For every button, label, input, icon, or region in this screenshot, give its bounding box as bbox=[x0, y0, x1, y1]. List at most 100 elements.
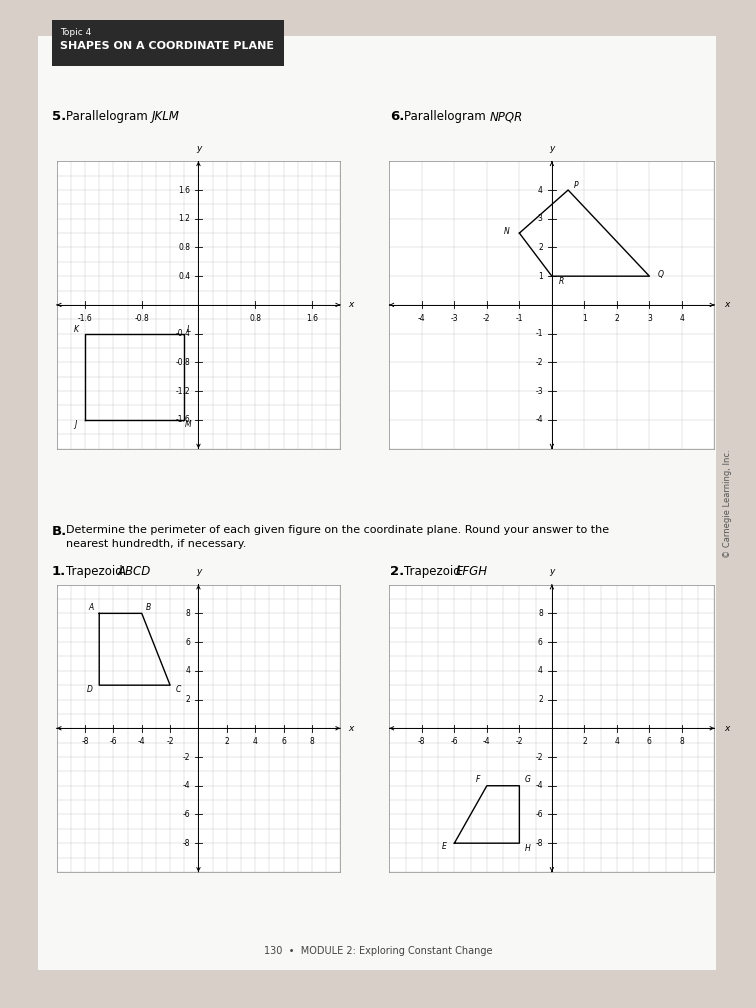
Text: 8: 8 bbox=[538, 609, 543, 618]
Text: 2: 2 bbox=[538, 696, 543, 704]
Text: 1.2: 1.2 bbox=[178, 215, 191, 223]
Text: -2: -2 bbox=[166, 738, 174, 747]
Text: -3: -3 bbox=[451, 314, 458, 324]
Text: -6: -6 bbox=[535, 810, 543, 818]
Text: 6: 6 bbox=[281, 738, 286, 747]
Text: -2: -2 bbox=[535, 753, 543, 761]
Text: -4: -4 bbox=[535, 415, 543, 424]
Text: B: B bbox=[146, 603, 151, 612]
Text: 5.: 5. bbox=[52, 110, 67, 123]
Text: -2: -2 bbox=[483, 314, 491, 324]
Text: y: y bbox=[196, 568, 201, 576]
Text: NPQR: NPQR bbox=[490, 110, 523, 123]
Text: -4: -4 bbox=[418, 314, 426, 324]
Text: G: G bbox=[525, 775, 531, 784]
Text: 4: 4 bbox=[253, 738, 258, 747]
Text: -8: -8 bbox=[183, 839, 191, 848]
Text: Parallelogram: Parallelogram bbox=[404, 110, 489, 123]
Text: 1.6: 1.6 bbox=[306, 314, 318, 324]
Text: 8: 8 bbox=[680, 738, 684, 747]
Text: 1.6: 1.6 bbox=[178, 185, 191, 195]
Text: 6: 6 bbox=[538, 638, 543, 646]
Text: -4: -4 bbox=[483, 738, 491, 747]
Text: -1.6: -1.6 bbox=[175, 415, 191, 424]
Text: 2: 2 bbox=[225, 738, 229, 747]
Text: -8: -8 bbox=[82, 738, 88, 747]
Text: D: D bbox=[86, 685, 92, 694]
Text: -8: -8 bbox=[418, 738, 426, 747]
Text: -3: -3 bbox=[535, 387, 543, 395]
Text: -2: -2 bbox=[183, 753, 191, 761]
Text: A: A bbox=[88, 603, 93, 612]
Text: H: H bbox=[525, 844, 531, 853]
Text: C: C bbox=[176, 685, 181, 694]
Text: B.: B. bbox=[52, 525, 67, 538]
Text: -6: -6 bbox=[183, 810, 191, 818]
Text: -4: -4 bbox=[138, 738, 146, 747]
Text: K: K bbox=[73, 325, 79, 334]
Text: x: x bbox=[349, 300, 354, 309]
Text: y: y bbox=[196, 144, 201, 152]
Text: -1.6: -1.6 bbox=[78, 314, 92, 324]
Text: N: N bbox=[503, 227, 510, 236]
Text: -1.2: -1.2 bbox=[176, 387, 191, 395]
Text: 2: 2 bbox=[615, 314, 619, 324]
Text: 4: 4 bbox=[186, 666, 191, 675]
Text: 4: 4 bbox=[538, 666, 543, 675]
Text: P: P bbox=[574, 181, 578, 191]
Text: 6: 6 bbox=[186, 638, 191, 646]
Text: 4: 4 bbox=[538, 185, 543, 195]
Text: -8: -8 bbox=[535, 839, 543, 848]
Text: 4: 4 bbox=[680, 314, 684, 324]
Text: Parallelogram: Parallelogram bbox=[66, 110, 151, 123]
Text: 2: 2 bbox=[538, 243, 543, 252]
Text: -6: -6 bbox=[451, 738, 458, 747]
Text: L: L bbox=[187, 325, 191, 334]
Text: 130  •  MODULE 2: Exploring Constant Change: 130 • MODULE 2: Exploring Constant Chang… bbox=[264, 946, 492, 956]
Text: JKLM: JKLM bbox=[152, 110, 180, 123]
Text: 1: 1 bbox=[538, 272, 543, 280]
Text: Q: Q bbox=[658, 270, 664, 279]
Text: J: J bbox=[75, 419, 77, 428]
Text: -0.8: -0.8 bbox=[135, 314, 149, 324]
Bar bbox=[38, 36, 716, 970]
Text: -6: -6 bbox=[110, 738, 117, 747]
Text: E: E bbox=[442, 842, 447, 851]
Text: 6: 6 bbox=[647, 738, 652, 747]
Text: © Carnegie Learning, Inc.: © Carnegie Learning, Inc. bbox=[723, 450, 733, 558]
Text: 8: 8 bbox=[186, 609, 191, 618]
Text: EFGH: EFGH bbox=[456, 565, 488, 578]
Text: 6.: 6. bbox=[390, 110, 404, 123]
Text: R: R bbox=[559, 277, 564, 286]
Text: Topic 4: Topic 4 bbox=[60, 28, 91, 37]
Text: x: x bbox=[349, 724, 354, 733]
Text: 1.: 1. bbox=[52, 565, 67, 578]
Text: Determine the perimeter of each given figure on the coordinate plane. Round your: Determine the perimeter of each given fi… bbox=[66, 525, 609, 535]
Text: -2: -2 bbox=[535, 358, 543, 367]
Text: -1: -1 bbox=[535, 330, 543, 338]
Text: ABCD: ABCD bbox=[118, 565, 151, 578]
Text: -0.8: -0.8 bbox=[175, 358, 191, 367]
Text: -4: -4 bbox=[183, 781, 191, 790]
Text: 2: 2 bbox=[582, 738, 587, 747]
Text: 0.8: 0.8 bbox=[178, 243, 191, 252]
Text: -4: -4 bbox=[535, 781, 543, 790]
Text: Trapezoid: Trapezoid bbox=[404, 565, 464, 578]
Text: 0.8: 0.8 bbox=[249, 314, 261, 324]
Text: 4: 4 bbox=[615, 738, 619, 747]
Text: M: M bbox=[185, 419, 192, 428]
Text: x: x bbox=[724, 724, 730, 733]
Text: 3: 3 bbox=[647, 314, 652, 324]
Text: x: x bbox=[724, 300, 730, 309]
Text: -0.4: -0.4 bbox=[175, 330, 191, 338]
Text: -2: -2 bbox=[516, 738, 523, 747]
Text: 2: 2 bbox=[186, 696, 191, 704]
Text: SHAPES ON A COORDINATE PLANE: SHAPES ON A COORDINATE PLANE bbox=[60, 41, 274, 51]
Text: F: F bbox=[476, 775, 480, 784]
Text: 1: 1 bbox=[582, 314, 587, 324]
Text: Trapezoid: Trapezoid bbox=[66, 565, 126, 578]
Bar bbox=[52, 20, 284, 66]
Text: -1: -1 bbox=[516, 314, 523, 324]
Text: y: y bbox=[549, 568, 555, 576]
Text: 3: 3 bbox=[538, 215, 543, 223]
